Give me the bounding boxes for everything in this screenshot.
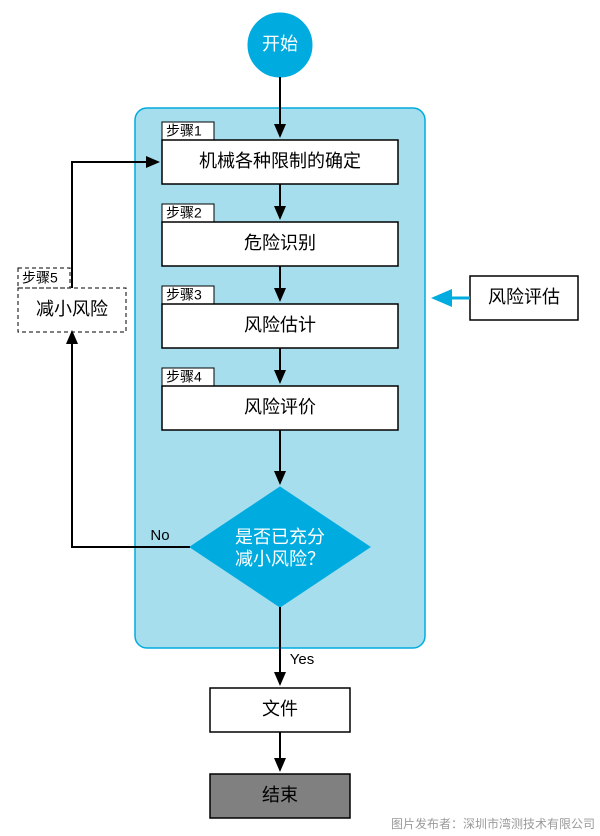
side-label: 风险评估 <box>488 287 560 307</box>
step3-tag: 步骤3 <box>166 287 202 303</box>
step1-label: 机械各种限制的确定 <box>199 151 361 171</box>
decision-line1: 是否已充分 <box>235 527 325 547</box>
start-label: 开始 <box>262 34 298 54</box>
end-label: 结束 <box>262 785 298 805</box>
credit-text: 图片发布者：深圳市湾测技术有限公司 <box>391 816 595 831</box>
step3-label: 风险估计 <box>244 315 316 335</box>
step4-label: 风险评价 <box>244 397 316 417</box>
step1-tag: 步骤1 <box>166 123 202 139</box>
step2-label: 危险识别 <box>244 233 316 253</box>
step2-tag: 步骤2 <box>166 205 202 221</box>
yes-label: Yes <box>290 651 314 668</box>
step4-tag: 步骤4 <box>166 369 202 385</box>
flowchart-diagram: 开始 步骤1 机械各种限制的确定 步骤2 危险识别 步骤3 风险估计 步骤4 风… <box>0 0 600 836</box>
no-label: No <box>150 527 169 544</box>
decision-line2: 减小风险？ <box>235 549 325 569</box>
step5-tag: 步骤5 <box>22 270 58 286</box>
document-label: 文件 <box>262 699 298 719</box>
step5-label: 减小风险 <box>36 299 108 319</box>
